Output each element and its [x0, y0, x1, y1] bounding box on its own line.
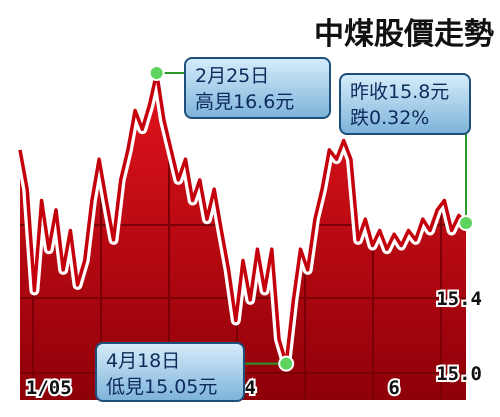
y-tick-label: 15.4 [436, 288, 482, 310]
annotation-box [95, 342, 245, 402]
annotation-text: 昨收15.8元 [350, 81, 449, 103]
annotation-text: 跌0.32% [350, 107, 429, 129]
annotation-text: 2月25日 [195, 65, 269, 87]
annotation-box [184, 57, 331, 119]
y-tick-label: 15.0 [436, 363, 482, 385]
annotation-point [148, 65, 165, 81]
annotation-point [458, 215, 474, 231]
chart-title: 中煤股價走勢 [314, 17, 494, 52]
annotation-text: 低見15.05元 [106, 376, 217, 398]
x-tick-label: 6 [388, 377, 399, 399]
x-tick-label: 4 [244, 377, 255, 399]
annotation-box [339, 73, 471, 135]
x-tick-label: 1/05 [26, 377, 72, 399]
annotation-text: 4月18日 [106, 350, 180, 372]
annotation-text: 高見16.6元 [195, 91, 294, 113]
price-line [18, 71, 468, 366]
annotation-point [278, 355, 295, 372]
